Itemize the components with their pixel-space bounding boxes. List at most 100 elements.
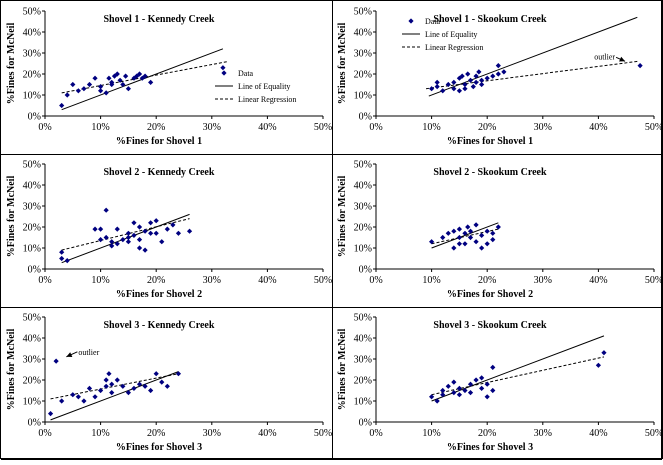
data-point [479, 245, 485, 251]
data-point [131, 385, 137, 391]
data-point [479, 77, 485, 83]
data-point [220, 65, 226, 71]
data-point [490, 387, 496, 394]
data-point [136, 224, 143, 230]
data-point [465, 224, 471, 230]
x-tick-label: 30% [534, 428, 552, 439]
data-point [142, 73, 148, 79]
data-point [473, 239, 479, 245]
data-point [103, 234, 109, 241]
x-axis-title: %Fines for Shovel 1 [116, 136, 202, 147]
y-tick-label: 50% [23, 313, 41, 324]
data-point [445, 81, 451, 88]
data-point [501, 69, 507, 75]
chart-title: Shovel 3 - Kennedy Creek [104, 320, 215, 331]
data-point [484, 75, 490, 81]
y-tick-label: 10% [23, 244, 41, 255]
y-tick-label: 40% [23, 28, 41, 39]
data-point [98, 237, 104, 243]
x-tick-label: 0% [369, 428, 382, 439]
y-tick-label: 0% [28, 112, 41, 123]
x-tick-label: 0% [38, 275, 51, 286]
data-point [456, 392, 462, 398]
x-tick-label: 0% [369, 275, 382, 286]
linear-regression-line [50, 373, 179, 400]
y-tick-label: 30% [354, 49, 372, 60]
x-tick-label: 20% [478, 428, 496, 439]
data-point [131, 220, 137, 226]
y-tick-label: 50% [354, 7, 372, 18]
y-axis-title: %Fines for McNeil [337, 329, 348, 411]
x-tick-label: 50% [314, 275, 332, 286]
data-point [75, 88, 81, 94]
data-point [136, 245, 143, 251]
outlier-annotation: outlier [594, 52, 615, 61]
x-tick-label: 30% [534, 122, 552, 133]
x-tick-label: 10% [422, 428, 440, 439]
linear-regression-line [431, 356, 605, 396]
data-point [64, 92, 70, 98]
data-point [98, 387, 104, 394]
data-point [81, 86, 87, 92]
x-axis-title: %Fines for Shovel 2 [447, 289, 533, 300]
x-tick-label: 50% [645, 275, 663, 286]
data-point [456, 241, 462, 247]
data-point [59, 102, 65, 109]
data-point [473, 377, 479, 383]
x-tick-label: 10% [91, 122, 109, 133]
legend-marker-data [408, 18, 414, 24]
line-of-equality [428, 16, 638, 97]
data-point [434, 79, 440, 85]
legend-marker-data [221, 70, 227, 76]
data-point [109, 390, 115, 396]
data-point [440, 88, 446, 94]
x-tick-label: 40% [589, 122, 607, 133]
data-point [456, 234, 462, 241]
line-of-equality [50, 371, 179, 421]
y-tick-label: 0% [359, 265, 372, 276]
data-point [47, 411, 54, 417]
x-tick-label: 0% [38, 122, 51, 133]
x-tick-label: 30% [203, 275, 221, 286]
data-point [479, 81, 485, 88]
data-point [125, 234, 131, 241]
data-point [159, 379, 165, 385]
data-point [490, 237, 496, 243]
scatter-chart-svg: 0% 10% 20% 30% 40% 50% 0% 10% 20% 30% 40% 50% Shovel… [6, 7, 332, 148]
data-point [445, 230, 451, 236]
x-tick-label: 20% [478, 275, 496, 286]
data-point [451, 390, 457, 396]
data-point [434, 398, 440, 404]
data-point [440, 234, 446, 241]
chart-title: Shovel 1 - Skookum Creek [433, 14, 547, 25]
y-tick-label: 50% [23, 160, 41, 171]
x-tick-label: 40% [589, 428, 607, 439]
y-axis-title: %Fines for McNeil [6, 329, 17, 411]
data-point [429, 86, 435, 92]
data-point [462, 241, 468, 247]
data-point [131, 232, 137, 238]
y-tick-label: 40% [354, 334, 372, 345]
y-axis-title: %Fines for McNeil [6, 176, 17, 258]
x-axis-title: %Fines for Shovel 3 [116, 442, 202, 453]
data-point [109, 381, 115, 387]
data-point [495, 63, 501, 69]
data-point [106, 75, 112, 81]
legend-entry-label: Line of Equality [238, 82, 290, 91]
linear-regression-line [61, 218, 190, 251]
y-tick-label: 0% [359, 112, 372, 123]
chart-title: Shovel 2 - Kennedy Creek [104, 167, 215, 178]
data-point [86, 81, 93, 88]
y-tick-label: 30% [354, 202, 372, 213]
data-point [70, 392, 76, 398]
data-point [484, 241, 490, 247]
data-point [484, 228, 490, 234]
x-tick-label: 20% [147, 122, 165, 133]
data-point [125, 86, 131, 92]
legend-entry-label: Data [425, 17, 441, 26]
y-tick-label: 50% [354, 313, 372, 324]
y-tick-label: 0% [359, 418, 372, 429]
data-point [473, 79, 479, 85]
data-point [467, 77, 474, 83]
